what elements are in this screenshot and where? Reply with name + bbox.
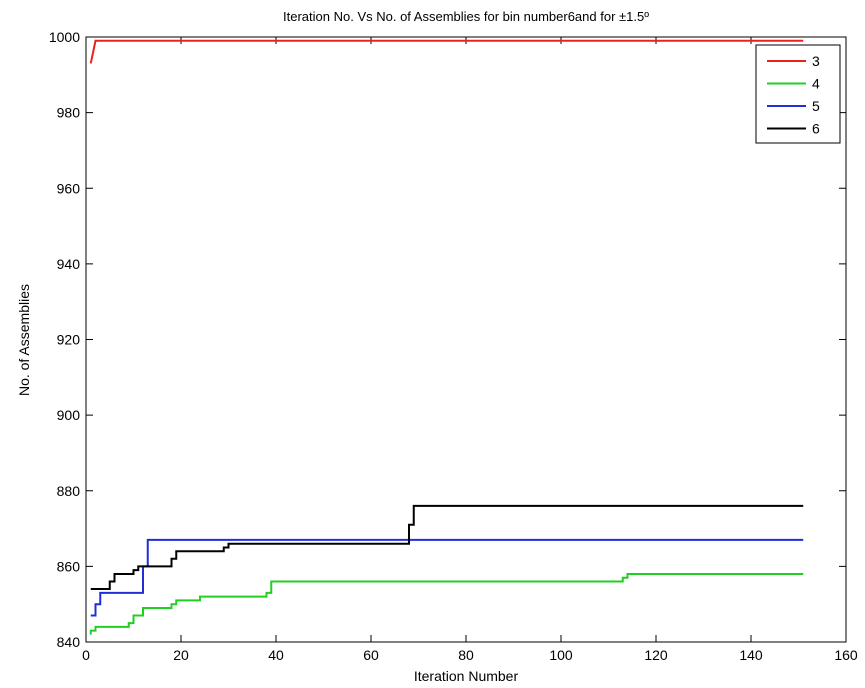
- x-axis: 0 20 40 60 80 100 120 140 160: [82, 37, 858, 663]
- series-line-6: [90, 504, 804, 591]
- y-tick-label: 960: [57, 180, 81, 196]
- legend-label-6: 6: [812, 121, 820, 137]
- legend-label-3: 3: [812, 53, 820, 69]
- x-tick-label: 100: [549, 647, 573, 663]
- x-tick-label: 20: [173, 647, 189, 663]
- y-axis-title: No. of Assemblies: [16, 284, 32, 396]
- y-axis: 840 860 880 900 920 940 960 980 1000: [49, 29, 846, 650]
- x-tick-label: 80: [458, 647, 474, 663]
- x-tick-label: 0: [82, 647, 90, 663]
- x-tick-label: 160: [834, 647, 858, 663]
- y-tick-label: 980: [57, 105, 81, 121]
- series-line-3: [89, 39, 804, 64]
- legend: 3 4 5 6: [755, 44, 841, 144]
- y-tick-label: 880: [57, 483, 81, 499]
- legend-label-5: 5: [812, 98, 820, 114]
- legend-label-4: 4: [812, 76, 820, 92]
- chart-title: Iteration No. Vs No. of Assemblies for b…: [283, 9, 649, 24]
- y-tick-label: 900: [57, 407, 81, 423]
- series-layer: [89, 39, 804, 635]
- x-tick-label: 140: [739, 647, 763, 663]
- y-tick-label: 860: [57, 558, 81, 574]
- x-tick-label: 120: [644, 647, 668, 663]
- x-axis-title: Iteration Number: [414, 668, 519, 684]
- y-tick-label: 920: [57, 332, 81, 348]
- x-tick-label: 60: [363, 647, 379, 663]
- x-tick-label: 40: [268, 647, 284, 663]
- y-tick-label: 1000: [49, 29, 80, 45]
- y-tick-label: 840: [57, 634, 81, 650]
- y-tick-label: 940: [57, 256, 81, 272]
- plot-area: [85, 36, 847, 643]
- series-line-5: [90, 538, 804, 617]
- series-line-4: [89, 572, 804, 635]
